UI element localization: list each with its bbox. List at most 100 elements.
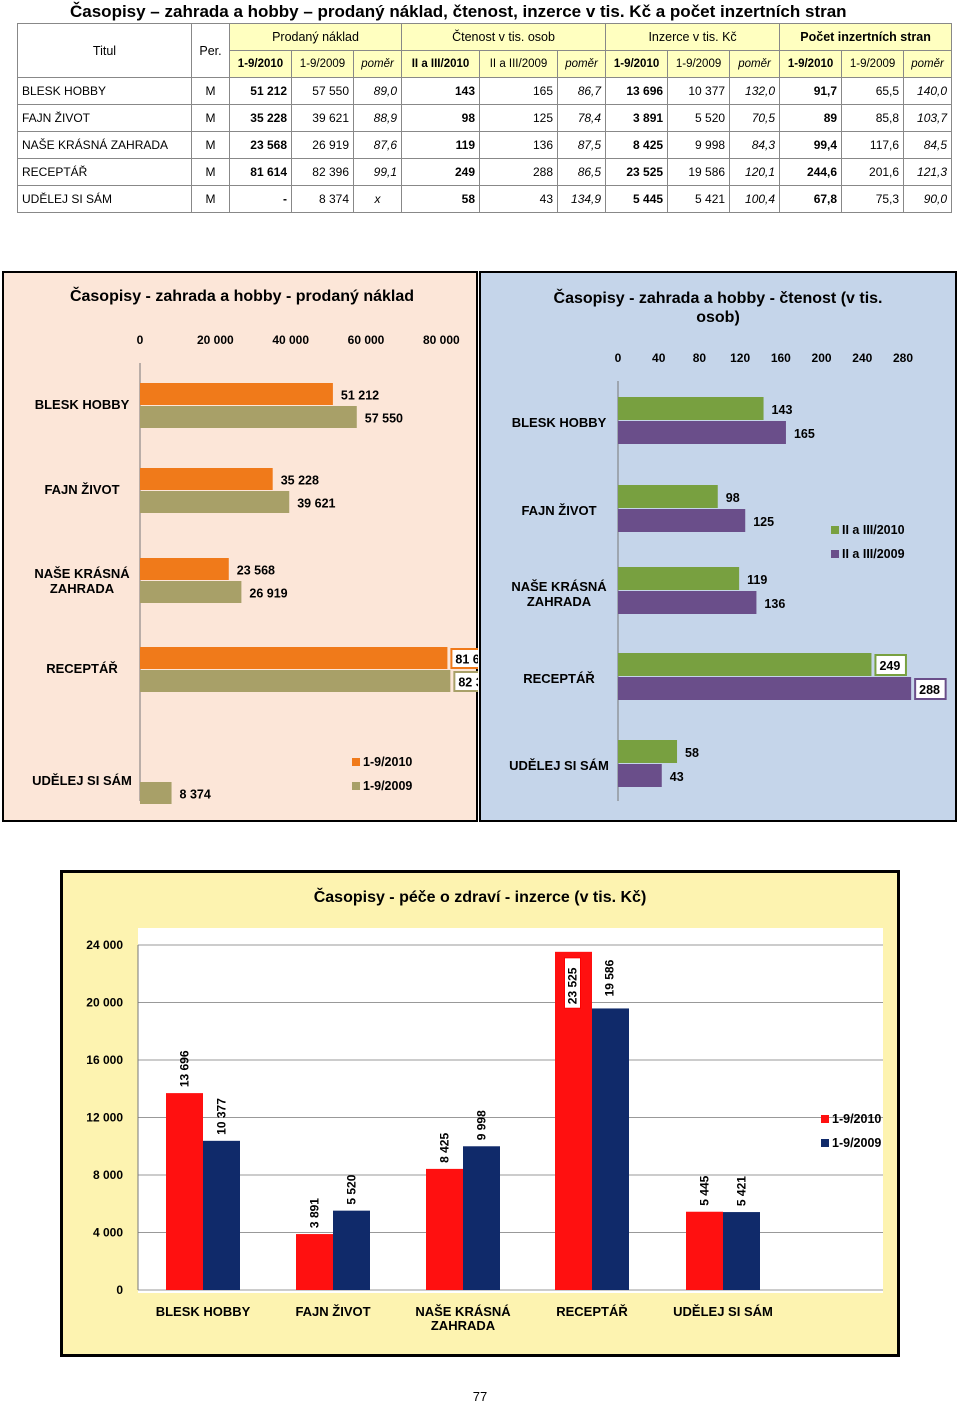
bar-0 bbox=[140, 558, 229, 580]
chart-prodany-naklad: Časopisy - zahrada a hobby - prodaný nák… bbox=[2, 271, 478, 822]
bar-1 bbox=[618, 591, 757, 614]
table-cell: 8 374 bbox=[291, 185, 354, 213]
row-title: UDĚLEJ SI SÁM bbox=[17, 185, 192, 213]
x-tick-label: 120 bbox=[730, 351, 750, 365]
chart-title: Časopisy - zahrada a hobby - čtenost (v … bbox=[554, 288, 883, 307]
legend-swatch bbox=[831, 550, 839, 558]
chart-inzerce: Časopisy - péče o zdraví - inzerce (v ti… bbox=[60, 870, 900, 1357]
legend-swatch bbox=[352, 758, 360, 766]
group-header: Prodaný náklad bbox=[228, 23, 403, 51]
legend-swatch bbox=[821, 1139, 829, 1147]
subheader-cell: II a III/2009 bbox=[479, 50, 559, 78]
table-cell: 103,7 bbox=[903, 104, 953, 132]
bar-0 bbox=[296, 1234, 333, 1290]
table-cell: 39 621 bbox=[291, 104, 354, 132]
bar-1 bbox=[203, 1140, 240, 1290]
bar-0 bbox=[140, 383, 333, 405]
category-label: ZAHRADA bbox=[431, 1318, 496, 1333]
bar-1 bbox=[618, 764, 662, 787]
y-tick-label: 16 000 bbox=[86, 1053, 123, 1067]
table-cell: 165 bbox=[479, 77, 559, 105]
x-tick-label: 80 bbox=[693, 351, 707, 365]
row-per: M bbox=[191, 158, 230, 186]
table-cell: 125 bbox=[479, 104, 559, 132]
table-cell: 87,5 bbox=[557, 131, 607, 159]
bar-1 bbox=[463, 1146, 500, 1290]
bar-1 bbox=[592, 1008, 629, 1290]
legend-swatch bbox=[821, 1115, 829, 1123]
table-cell: 81 614 bbox=[229, 158, 292, 186]
table-cell: 8 425 bbox=[605, 131, 669, 159]
row-title: NAŠE KRÁSNÁ ZAHRADA bbox=[17, 131, 192, 159]
data-label: 13 696 bbox=[178, 1050, 192, 1087]
legend-label: 1-9/2009 bbox=[832, 1136, 881, 1150]
row-title: RECEPTÁŘ bbox=[17, 158, 192, 186]
data-label: 165 bbox=[794, 427, 815, 441]
x-tick-label: 80 000 bbox=[423, 333, 460, 347]
table-cell: 88,9 bbox=[352, 104, 403, 132]
group-header: Inzerce v tis. Kč bbox=[605, 23, 781, 51]
table-cell: 78,4 bbox=[557, 104, 607, 132]
legend-swatch bbox=[352, 782, 360, 790]
subheader-cell: 1-9/2009 bbox=[291, 50, 354, 78]
data-label: 57 550 bbox=[365, 412, 403, 426]
bar-1 bbox=[618, 421, 786, 444]
row-title: FAJN ŽIVOT bbox=[17, 104, 192, 132]
category-label: FAJN ŽIVOT bbox=[44, 482, 119, 497]
subheader-cell: poměr bbox=[903, 50, 953, 78]
data-label-box bbox=[453, 671, 478, 692]
table-cell: 99,4 bbox=[779, 131, 843, 159]
data-label: 8 374 bbox=[180, 788, 211, 802]
x-tick-label: 200 bbox=[812, 351, 832, 365]
bar-0 bbox=[426, 1168, 463, 1290]
x-tick-label: 0 bbox=[137, 333, 144, 347]
table-cell: 65,5 bbox=[841, 77, 905, 105]
table-cell: 84,3 bbox=[729, 131, 781, 159]
data-label: 81 614 bbox=[455, 653, 478, 667]
chart-title: osob) bbox=[696, 309, 740, 326]
chart-ctenost: Časopisy - zahrada a hobby - čtenost (v … bbox=[479, 271, 957, 822]
data-label: 119 bbox=[747, 573, 767, 587]
x-tick-label: 60 000 bbox=[348, 333, 385, 347]
table-cell: 244,6 bbox=[779, 158, 843, 186]
table-cell: 91,7 bbox=[779, 77, 843, 105]
category-label: UDĚLEJ SI SÁM bbox=[509, 758, 609, 773]
row-per: M bbox=[191, 131, 230, 159]
table-cell: 140,0 bbox=[903, 77, 953, 105]
x-tick-label: 20 000 bbox=[197, 333, 234, 347]
table-cell: 87,6 bbox=[352, 131, 403, 159]
data-label-box bbox=[914, 678, 947, 700]
data-label: 143 bbox=[772, 403, 793, 417]
table-cell: 9 998 bbox=[667, 131, 731, 159]
subheader-cell: 1-9/2009 bbox=[841, 50, 905, 78]
data-label: 98 bbox=[726, 491, 740, 505]
table-cell: 100,4 bbox=[729, 185, 781, 213]
x-tick-label: 160 bbox=[771, 351, 791, 365]
subheader-cell: II a III/2010 bbox=[401, 50, 481, 78]
table-row: NAŠE KRÁSNÁ ZAHRADA M 23 568 26 919 87,6 119 1… bbox=[17, 131, 953, 159]
data-label: 5 421 bbox=[735, 1176, 749, 1206]
table-cell: 13 696 bbox=[605, 77, 669, 105]
table-cell: 119 bbox=[401, 131, 481, 159]
table-cell: 26 919 bbox=[291, 131, 354, 159]
data-label: 5 520 bbox=[345, 1174, 359, 1204]
table-cell: 57 550 bbox=[291, 77, 354, 105]
bar-0 bbox=[140, 647, 448, 669]
page-title: Časopisy – zahrada a hobby – prodaný nák… bbox=[70, 2, 847, 21]
table-cell: 58 bbox=[401, 185, 481, 213]
chart-ctenost-svg: Časopisy - zahrada a hobby - čtenost (v … bbox=[509, 288, 947, 801]
chart-prodany-naklad-svg: Časopisy - zahrada a hobby - prodaný nák… bbox=[32, 286, 478, 804]
subheader-cell: 1-9/2010 bbox=[229, 50, 292, 78]
subheader-cell: 1-9/2009 bbox=[667, 50, 731, 78]
bar-0 bbox=[140, 468, 273, 490]
bar-0 bbox=[618, 740, 678, 763]
row-title: BLESK HOBBY bbox=[17, 77, 192, 105]
y-tick-label: 20 000 bbox=[86, 996, 123, 1010]
data-label: 35 228 bbox=[281, 474, 319, 488]
y-tick-label: 24 000 bbox=[86, 938, 123, 952]
table-cell: 288 bbox=[479, 158, 559, 186]
subheader-cell: 1-9/2010 bbox=[605, 50, 669, 78]
table-cell: x bbox=[352, 185, 403, 213]
table-cell: 23 568 bbox=[229, 131, 292, 159]
table-cell: 43 bbox=[479, 185, 559, 213]
